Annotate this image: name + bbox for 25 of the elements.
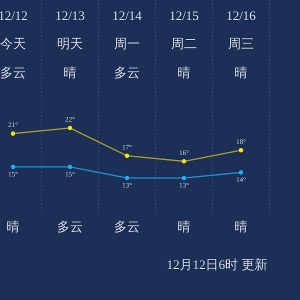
text: 晴 [234,218,248,234]
text: 12月12日6时 更新 [166,256,268,272]
point [238,170,244,175]
text: 晴 [64,64,76,80]
text: 多云 [114,218,140,234]
point [182,176,186,180]
text: 今天 [0,36,26,51]
x-tick-label: 12/15 [169,8,199,23]
point [68,164,72,170]
text: 晴 [234,64,248,80]
x-tick-label: 12/14 [112,8,142,23]
text: 明天 [57,36,83,51]
text: 晴 [178,64,190,80]
text: 多云 [57,218,83,234]
x-tick-label: 12/16 [226,8,256,23]
text: 周一 [114,36,140,51]
x-tick-label: 12/13 [55,8,85,23]
text: 晴 [6,218,20,234]
text: 周三 [228,36,254,51]
text: 多云 [114,64,140,80]
text: 周二 [171,36,197,51]
point [10,164,16,170]
point [124,176,130,180]
text: 晴 [178,218,190,234]
text: 多云 [0,64,26,80]
